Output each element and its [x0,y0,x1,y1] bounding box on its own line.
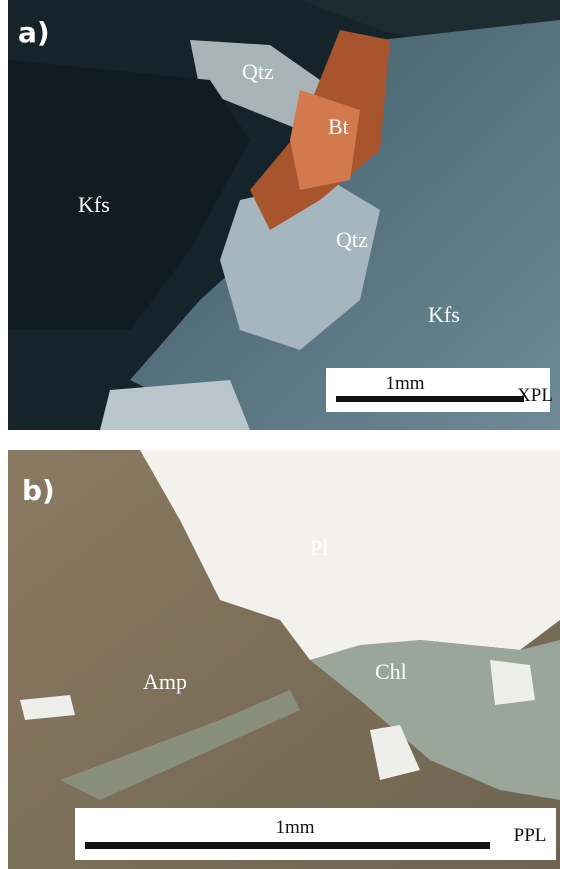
mineral-label: Chl [375,659,407,684]
mineral-label: Amp [143,669,187,694]
mineral-label: Qtz [242,59,274,84]
mineral-label: Bt [328,114,349,139]
mineral-label: Kfs [78,192,110,217]
scale-bar [336,396,524,402]
mineral-label: Qtz [336,227,368,252]
scale-bar [85,842,490,849]
panel-b: b) Pl Amp Chl 1mm PPL [8,450,560,869]
panel-label: b) [22,474,55,507]
figure: a) Qtz Bt Kfs Qtz Kfs 1mm XPL b) Pl Amp … [0,0,566,869]
panel-label: a) [18,16,50,49]
mineral-label: Pl [310,535,328,560]
mineral-label: Kfs [428,302,460,327]
scale-mode: XPL [517,385,553,406]
grain [490,660,535,705]
panel-a: a) Qtz Bt Kfs Qtz Kfs 1mm XPL [8,0,560,430]
scale-length: 1mm [385,373,424,394]
scale-length: 1mm [275,817,314,838]
scale-box [75,808,556,860]
scale-mode: PPL [514,825,547,846]
